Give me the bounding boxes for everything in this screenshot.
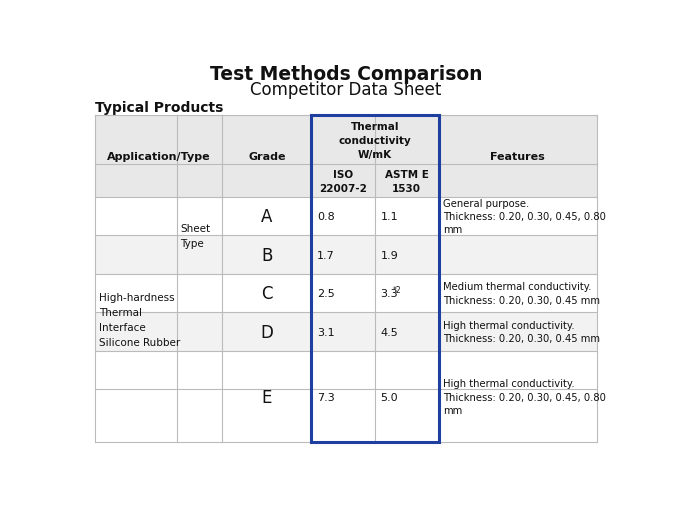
Text: 1.9: 1.9 — [381, 250, 398, 260]
Text: C: C — [261, 284, 273, 302]
Text: 0.8: 0.8 — [317, 212, 335, 222]
Text: 1.1: 1.1 — [381, 212, 398, 222]
Bar — [311, 116, 439, 442]
Text: 3.3: 3.3 — [381, 288, 398, 298]
Text: Sheet
Type: Sheet Type — [180, 223, 211, 248]
Text: B: B — [261, 246, 273, 264]
Text: Features: Features — [490, 152, 545, 162]
Text: 1.7: 1.7 — [317, 250, 335, 260]
Text: Thermal
conductivity
W/mK: Thermal conductivity W/mK — [339, 122, 411, 160]
Text: 7.3: 7.3 — [317, 392, 335, 402]
Text: 3.1: 3.1 — [317, 327, 335, 337]
Text: D: D — [261, 323, 273, 341]
Bar — [95, 116, 597, 197]
Text: ISO
22007-2: ISO 22007-2 — [319, 169, 367, 193]
Text: Typical Products: Typical Products — [95, 102, 223, 115]
Text: Competitor Data Sheet: Competitor Data Sheet — [250, 81, 441, 99]
Text: Medium thermal conductivity.
Thickness: 0.20, 0.30, 0.45 mm: Medium thermal conductivity. Thickness: … — [443, 282, 600, 305]
Text: Test Methods Comparison: Test Methods Comparison — [210, 65, 482, 84]
Bar — [95, 274, 597, 313]
Text: E: E — [262, 388, 272, 406]
Text: High thermal conductivity.
Thickness: 0.20, 0.30, 0.45, 0.80
mm: High thermal conductivity. Thickness: 0.… — [443, 379, 606, 415]
Text: General purpose.
Thickness: 0.20, 0.30, 0.45, 0.80
mm: General purpose. Thickness: 0.20, 0.30, … — [443, 198, 606, 235]
Text: A: A — [261, 208, 273, 226]
Bar — [95, 236, 597, 274]
Text: High-hardness
Thermal
Interface
Silicone Rubber: High-hardness Thermal Interface Silicone… — [99, 293, 180, 347]
Text: Grade: Grade — [248, 152, 286, 162]
Text: ASTM E
1530: ASTM E 1530 — [385, 169, 429, 193]
Text: 2.5: 2.5 — [317, 288, 335, 298]
Bar — [95, 197, 597, 236]
Text: 5.0: 5.0 — [381, 392, 398, 402]
Text: Application/Type: Application/Type — [107, 152, 211, 162]
Text: High thermal conductivity.
Thickness: 0.20, 0.30, 0.45 mm: High thermal conductivity. Thickness: 0.… — [443, 320, 600, 343]
Text: *2: *2 — [393, 285, 402, 294]
Bar — [95, 313, 597, 351]
Text: 4.5: 4.5 — [381, 327, 398, 337]
Bar — [95, 351, 597, 442]
